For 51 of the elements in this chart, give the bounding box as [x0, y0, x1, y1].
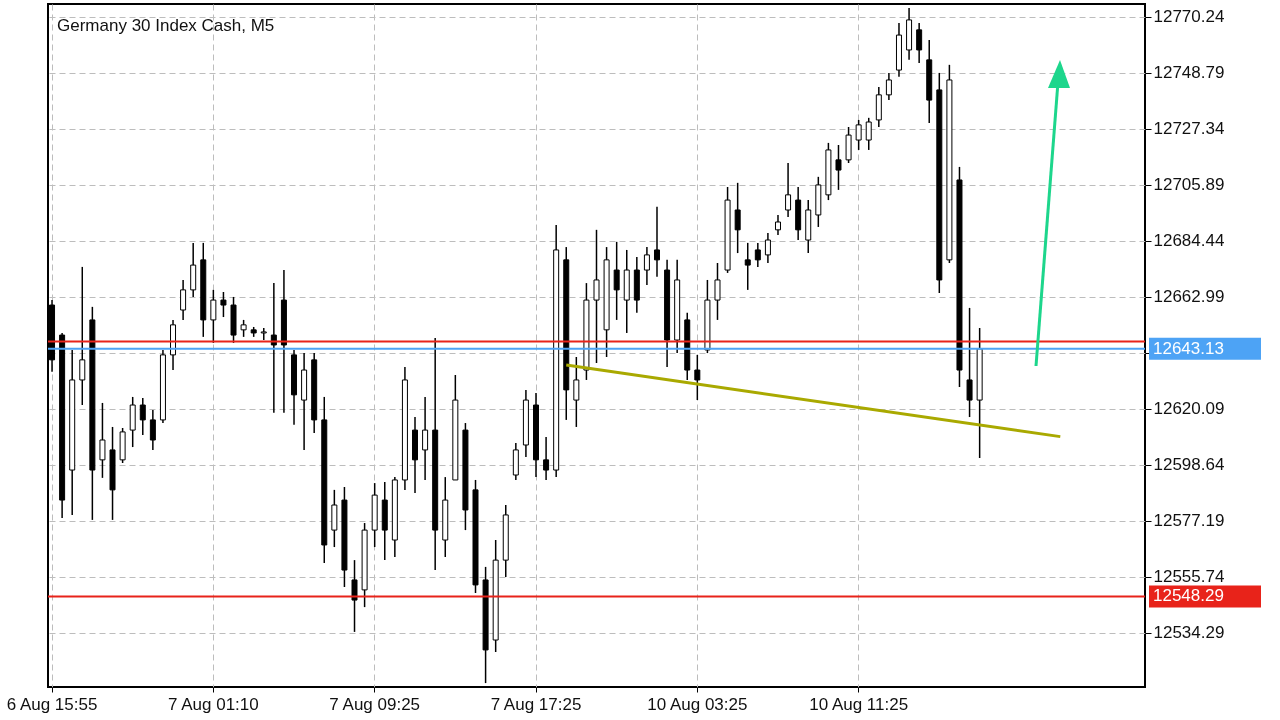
candlestick [149, 409, 156, 451]
x-tick-label: 7 Aug 01:10 [167, 694, 259, 714]
candlestick [543, 436, 550, 481]
candlestick [139, 397, 146, 436]
x-tick-label: 7 Aug 09:25 [329, 694, 421, 714]
candlestick [734, 182, 741, 254]
candlestick [744, 242, 751, 291]
candlestick [885, 72, 892, 101]
y-tick-label: 12748.79 [1153, 63, 1225, 83]
ref-line-label: 12548.29 [1153, 586, 1224, 606]
candlestick [260, 327, 267, 341]
candlestick [79, 266, 86, 406]
candlestick [210, 289, 217, 344]
candlestick [613, 241, 620, 321]
y-tick-label: 12534.29 [1153, 623, 1225, 643]
candlestick [966, 307, 973, 418]
y-tick-label: 12555.74 [1153, 567, 1225, 587]
text: Germany 30 Index Cash, M5 [57, 16, 275, 35]
candlestick [916, 22, 923, 64]
x-tick-label: 10 Aug 11:25 [809, 694, 909, 714]
candlestick [593, 229, 600, 364]
y-tick-label: 12705.89 [1153, 175, 1225, 195]
x-tick-label: 6 Aug 15:55 [6, 694, 98, 714]
candlestick [855, 119, 862, 151]
candlestick [270, 282, 277, 414]
candlestick [573, 356, 580, 428]
ref-line-label: 12643.13 [1153, 338, 1224, 358]
candlestick [654, 206, 660, 278]
candlestick [754, 242, 761, 268]
candlestick [180, 279, 187, 321]
y-tick-label: 12598.64 [1153, 455, 1225, 475]
y-tick-label: 12620.09 [1153, 399, 1225, 419]
x-tick-label: 7 Aug 17:25 [490, 694, 582, 714]
y-tick-label: 12662.99 [1153, 287, 1225, 307]
candlestick [643, 246, 650, 286]
candlestick [785, 162, 792, 218]
candlestick [422, 396, 429, 481]
y-tick-label: 12727.34 [1153, 119, 1225, 139]
candlestick [714, 262, 721, 321]
candlestick [865, 117, 872, 151]
y-tick-label: 12770.24 [1153, 7, 1225, 27]
candlestick [694, 354, 701, 401]
candlestick [835, 144, 842, 191]
candlestick [764, 232, 771, 264]
y-tick-label: 12684.44 [1153, 231, 1225, 251]
candlestick [351, 559, 358, 633]
y-tick-label: 12577.19 [1153, 511, 1225, 531]
candlestick [99, 402, 106, 479]
candlestick [220, 291, 227, 318]
candlestick [774, 214, 781, 236]
x-tick-label: 10 Aug 03:25 [647, 694, 748, 714]
